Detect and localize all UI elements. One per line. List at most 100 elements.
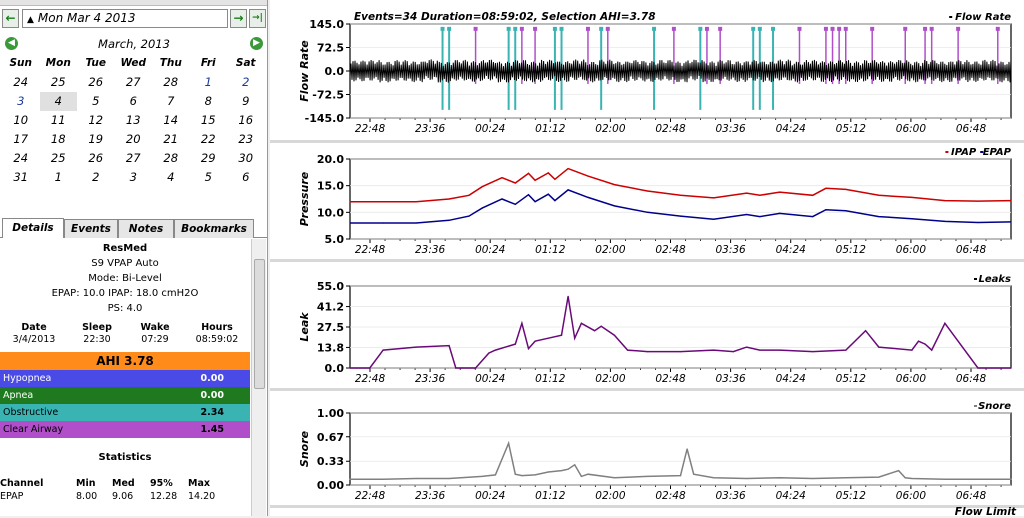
next-month-icon[interactable]: ▶ (250, 37, 263, 50)
calendar-day[interactable]: 5 (204, 170, 212, 184)
calendar-day[interactable]: 26 (88, 75, 104, 89)
calendar-day[interactable]: 15 (200, 113, 216, 127)
calendar-day[interactable]: 6 (129, 94, 137, 108)
calendar-day[interactable]: 5 (92, 94, 100, 108)
data-point (514, 343, 516, 345)
calendar-day[interactable]: 23 (238, 132, 254, 146)
calendar-day[interactable]: 27 (125, 151, 141, 165)
calendar-day[interactable]: 21 (163, 132, 179, 146)
data-point (613, 184, 615, 186)
flow-rate-graph[interactable]: 22:48 23:36 00:24 01:12 02:00 02:48 03:36 04:24… (270, 0, 1024, 140)
calendar-day[interactable]: 24 (13, 151, 29, 165)
calendar-day[interactable]: 27 (125, 75, 141, 89)
data-point (646, 351, 648, 353)
data-point (944, 200, 946, 202)
graph-separator[interactable] (270, 259, 1024, 262)
snore-graph[interactable]: 22:48 23:36 00:24 01:12 02:00 02:48 03:36 04:24… (270, 391, 1024, 505)
graph-separator[interactable] (270, 505, 1024, 508)
calendar-day[interactable]: 9 (242, 94, 250, 108)
clear-airway-event-marker (929, 26, 934, 31)
obstructive-event-marker (506, 26, 511, 31)
calendar-day[interactable]: 7 (167, 94, 175, 108)
tab-bookmarks[interactable]: Bookmarks (174, 219, 254, 238)
graph-separator[interactable] (270, 388, 1024, 391)
calendar-day[interactable]: 19 (88, 132, 104, 146)
sleep-value: 07:29 (141, 334, 169, 345)
calendar-day[interactable]: 2 (242, 75, 250, 89)
last-day-button[interactable]: →| (249, 9, 266, 28)
calendar-day[interactable]: 26 (88, 151, 104, 165)
calendar-day[interactable]: 6 (242, 170, 250, 184)
data-point (825, 209, 827, 211)
tab-details[interactable]: Details (2, 218, 64, 238)
leak-graph[interactable]: 22:48 23:36 00:24 01:12 02:00 02:48 03:36 04:24… (270, 262, 1024, 388)
tab-events[interactable]: Events (64, 219, 118, 238)
calendar-day[interactable]: 16 (238, 113, 254, 127)
x-tick-label: 23:36 (415, 373, 446, 385)
data-point (686, 448, 688, 450)
x-tick-label: 06:48 (956, 490, 987, 502)
data-point (580, 322, 582, 324)
calendar-day[interactable]: 1 (54, 170, 62, 184)
calendar-day[interactable]: 4 (39, 92, 77, 111)
pressure-graph[interactable]: 22:48 23:36 00:24 01:12 02:00 02:48 03:36 04:24… (270, 143, 1024, 259)
graph-separator[interactable] (270, 140, 1024, 143)
calendar-day[interactable]: 11 (50, 113, 66, 127)
calendar-day[interactable]: 4 (167, 170, 175, 184)
clear-airway-event-marker (956, 26, 961, 31)
scrollbar-thumb[interactable] (254, 259, 265, 389)
calendar-day[interactable]: 29 (200, 151, 216, 165)
calendar-day[interactable]: 1 (204, 75, 212, 89)
plot-area[interactable] (349, 158, 1012, 240)
event-index-row[interactable]: Clear Airway 1.45 (0, 421, 250, 438)
calendar-day[interactable]: 12 (88, 113, 104, 127)
data-point (547, 193, 549, 195)
calendar-day[interactable]: 25 (50, 151, 66, 165)
calendar-day[interactable]: 14 (163, 113, 179, 127)
x-tick-label: 06:00 (896, 123, 927, 135)
calendar-day[interactable]: 3 (17, 94, 25, 108)
data-point (878, 216, 880, 218)
data-point (448, 198, 450, 200)
calendar-day[interactable]: 28 (163, 75, 179, 89)
calendar-day[interactable]: 25 (50, 75, 66, 89)
data-point (554, 178, 556, 180)
calendar-day[interactable]: 24 (13, 75, 29, 89)
tab-notes[interactable]: Notes (118, 219, 174, 238)
detail-tabs: Details Events Notes Bookmarks (0, 216, 267, 238)
calendar-day[interactable]: 18 (50, 132, 66, 146)
clear-airway-event-marker (704, 26, 709, 31)
prev-month-icon[interactable]: ◀ (5, 37, 18, 50)
x-tick-label: 05:12 (836, 244, 867, 256)
date-picker[interactable]: ▲ Mon Mar 4 2013 (22, 9, 228, 28)
calendar-day[interactable]: 3 (129, 170, 137, 184)
calendar-day[interactable]: 10 (13, 113, 29, 127)
prev-day-button[interactable]: ← (2, 9, 19, 28)
calendar-day[interactable]: 30 (238, 151, 254, 165)
y-axis-label: Pressure (298, 171, 311, 226)
next-day-button[interactable]: → (230, 9, 247, 28)
statistics-table: Channel Min Med 95% Max EPAP 8.00 9.06 12.28 14.2… (0, 477, 250, 503)
obstructive-event-marker (757, 26, 762, 31)
y-axis-label: Flow Rate (298, 40, 311, 102)
data-point (613, 205, 615, 207)
calendar-day[interactable]: 31 (13, 170, 29, 184)
event-index-row[interactable]: Apnea 0.00 (0, 387, 250, 404)
calendar-day[interactable]: 22 (200, 132, 216, 146)
event-index-row[interactable]: Hypopnea 0.00 (0, 370, 250, 387)
x-tick-label: 06:48 (956, 373, 987, 385)
calendar-day[interactable]: 28 (163, 151, 179, 165)
event-index-row[interactable]: Obstructive 2.34 (0, 404, 250, 421)
calendar-day[interactable]: 17 (13, 132, 29, 146)
data-point (415, 222, 417, 224)
details-scrollbar[interactable] (251, 239, 266, 516)
x-tick-label: 03:36 (715, 123, 746, 135)
data-point (713, 197, 715, 199)
calendar-day[interactable]: 20 (125, 132, 141, 146)
calendar-day[interactable]: 2 (92, 170, 100, 184)
calendar-day[interactable]: 13 (125, 113, 141, 127)
calendar-day[interactable]: 8 (204, 94, 212, 108)
clear-airway-event-marker (823, 26, 828, 31)
data-point (646, 190, 648, 192)
data-point (560, 334, 563, 336)
